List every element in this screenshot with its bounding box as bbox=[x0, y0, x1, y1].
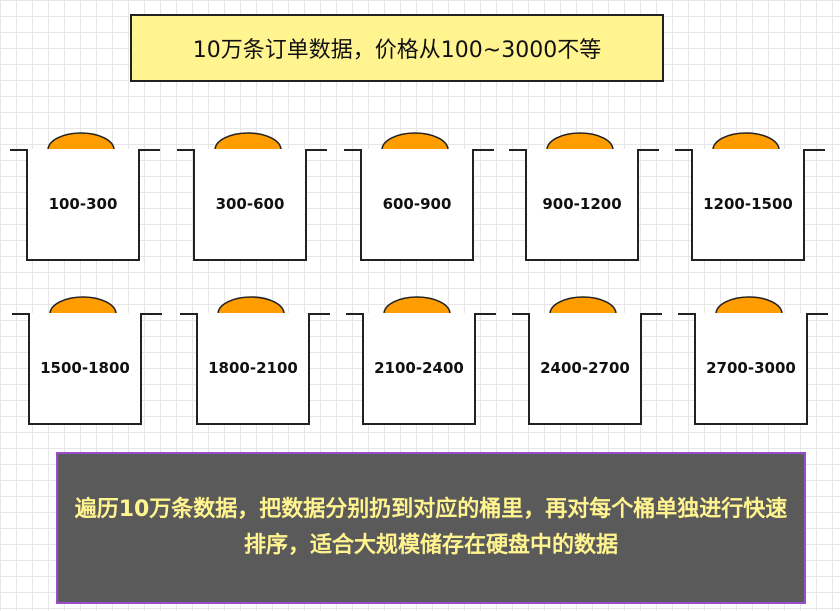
bucket-body: 600-900 bbox=[360, 149, 474, 261]
bucket-label: 900-1200 bbox=[542, 195, 622, 213]
bucket-label: 2400-2700 bbox=[540, 359, 630, 377]
summary-box: 遍历10万条数据，把数据分别扔到对应的桶里，再对每个桶单独进行快速排序，适合大规… bbox=[56, 452, 806, 604]
bucket-9: 2400-2700 bbox=[512, 296, 662, 426]
bucket-lid-icon bbox=[47, 132, 115, 150]
bucket-label: 100-300 bbox=[48, 195, 118, 213]
bucket-label: 1500-1800 bbox=[40, 359, 130, 377]
bucket-label: 600-900 bbox=[382, 195, 452, 213]
bucket-body: 2400-2700 bbox=[528, 313, 642, 425]
bucket-lid-icon bbox=[49, 296, 117, 314]
bucket-10: 2700-3000 bbox=[678, 296, 828, 426]
bucket-body: 900-1200 bbox=[525, 149, 639, 261]
bucket-body: 2100-2400 bbox=[362, 313, 476, 425]
bucket-lid-icon bbox=[546, 132, 614, 150]
summary-text: 遍历10万条数据，把数据分别扔到对应的桶里，再对每个桶单独进行快速排序，适合大规… bbox=[74, 497, 788, 558]
bucket-body: 100-300 bbox=[26, 149, 140, 261]
bucket-lid-icon bbox=[383, 296, 451, 314]
title-box: 10万条订单数据，价格从100~3000不等 bbox=[130, 14, 664, 82]
title-text: 10万条订单数据，价格从100~3000不等 bbox=[192, 38, 602, 63]
bucket-7: 1800-2100 bbox=[180, 296, 330, 426]
bucket-label: 2700-3000 bbox=[706, 359, 796, 377]
bucket-lid-icon bbox=[715, 296, 783, 314]
bucket-lid-icon bbox=[381, 132, 449, 150]
bucket-body: 1200-1500 bbox=[691, 149, 805, 261]
bucket-label: 1200-1500 bbox=[703, 195, 793, 213]
bucket-8: 2100-2400 bbox=[346, 296, 496, 426]
bucket-lid-icon bbox=[217, 296, 285, 314]
bucket-body: 300-600 bbox=[193, 149, 307, 261]
bucket-label: 1800-2100 bbox=[208, 359, 298, 377]
bucket-body: 1500-1800 bbox=[28, 313, 142, 425]
bucket-3: 600-900 bbox=[344, 132, 494, 262]
bucket-lid-icon bbox=[712, 132, 780, 150]
bucket-4: 900-1200 bbox=[509, 132, 659, 262]
bucket-body: 2700-3000 bbox=[694, 313, 808, 425]
bucket-label: 2100-2400 bbox=[374, 359, 464, 377]
bucket-body: 1800-2100 bbox=[196, 313, 310, 425]
bucket-lid-icon bbox=[549, 296, 617, 314]
bucket-6: 1500-1800 bbox=[12, 296, 162, 426]
bucket-2: 300-600 bbox=[177, 132, 327, 262]
bucket-5: 1200-1500 bbox=[675, 132, 825, 262]
bucket-lid-icon bbox=[214, 132, 282, 150]
bucket-label: 300-600 bbox=[215, 195, 285, 213]
bucket-1: 100-300 bbox=[10, 132, 160, 262]
